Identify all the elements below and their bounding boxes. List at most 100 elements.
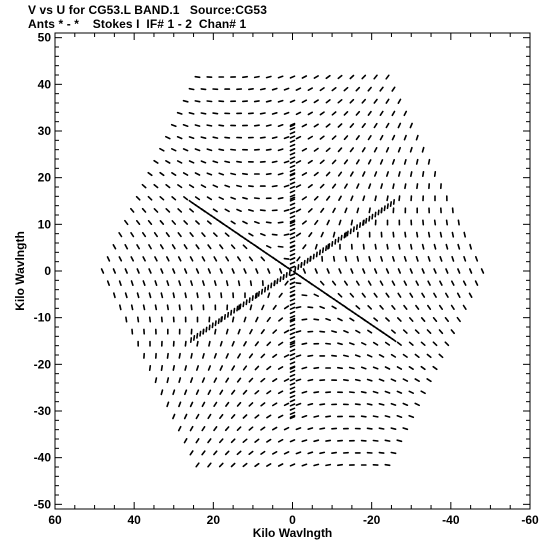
uv-point [224, 426, 230, 432]
uv-point [390, 378, 397, 382]
uv-point [112, 268, 116, 274]
uv-point [403, 255, 407, 262]
uv-point [408, 414, 415, 419]
uv-point [403, 280, 408, 286]
x-tick-label: 0 [289, 513, 296, 527]
uv-point [159, 171, 165, 177]
uv-point [328, 243, 331, 249]
uv-point [295, 282, 302, 285]
uv-point [266, 316, 271, 323]
uv-point [309, 255, 312, 262]
uv-point [344, 207, 348, 214]
uv-point [289, 257, 296, 261]
uv-point [142, 256, 146, 262]
uv-point [289, 298, 296, 302]
uv-point [289, 390, 296, 395]
uv-point [421, 171, 425, 177]
uv-point [147, 195, 153, 201]
uv-point [332, 255, 336, 262]
uv-point [313, 293, 320, 298]
uv-point [194, 196, 201, 201]
uv-point [172, 364, 175, 371]
uv-point [474, 280, 479, 286]
uv-point [195, 413, 200, 420]
uv-point [289, 248, 296, 253]
uv-point [301, 147, 308, 152]
uv-point [350, 219, 354, 226]
uv-point [295, 160, 302, 164]
uv-point [242, 414, 248, 419]
uv-point [171, 220, 176, 225]
uv-point [273, 280, 276, 287]
uv-point [265, 124, 272, 127]
uv-point [165, 160, 171, 164]
uv-point [218, 172, 225, 176]
uv-point [463, 255, 467, 262]
uv-point [457, 243, 461, 250]
uv-point [402, 329, 408, 334]
uv-point [178, 401, 182, 408]
uv-point [271, 450, 278, 455]
uv-point [217, 318, 220, 325]
uv-point [254, 389, 260, 395]
uv-point [218, 124, 225, 127]
uv-point [325, 171, 331, 177]
uv-point [289, 327, 296, 332]
uv-point [438, 304, 444, 311]
uv-point [354, 378, 361, 382]
uv-point [378, 451, 385, 454]
uv-point [218, 196, 224, 200]
uv-point [367, 135, 372, 141]
uv-point [336, 366, 344, 370]
uv-point [289, 373, 296, 378]
uv-point [360, 366, 367, 370]
uv-point [313, 366, 320, 370]
uv-point [289, 160, 296, 164]
uv-point [289, 152, 296, 156]
uv-point [340, 234, 343, 241]
uv-point [356, 255, 360, 262]
uv-point [358, 222, 362, 228]
uv-point [349, 98, 355, 104]
uv-point [360, 341, 367, 346]
uv-point [200, 184, 207, 188]
uv-point [421, 146, 425, 153]
uv-point [189, 401, 194, 408]
uv-point [380, 255, 384, 262]
axis-ticks: 60 40 20 0 -20 -40 -60 50 40 30 20 10 0 -10 -20 -30 -40 -… [34, 31, 539, 527]
uv-point [283, 451, 290, 455]
uv-point [137, 316, 140, 323]
uv-point [272, 353, 278, 359]
uv-point [289, 215, 296, 219]
uv-point [409, 292, 414, 298]
uv-point [265, 172, 272, 176]
uv-point [289, 206, 296, 211]
uv-point [266, 463, 272, 467]
uv-point [283, 329, 290, 334]
uv-point [373, 268, 378, 274]
uv-point [219, 268, 223, 274]
uv-point [166, 280, 170, 287]
uv-point [172, 268, 176, 274]
x-tick-label: 60 [48, 513, 62, 527]
uv-point [271, 426, 278, 431]
uv-point [319, 87, 325, 92]
uv-point [307, 135, 314, 140]
uv-point [366, 427, 373, 430]
uv-point [188, 136, 195, 140]
y-tick-label: -40 [34, 451, 52, 465]
uv-point [265, 99, 272, 103]
uv-point [189, 232, 194, 238]
uv-point [124, 268, 128, 274]
uv-point [255, 268, 259, 274]
uv-point [277, 172, 284, 176]
uv-point [200, 112, 207, 115]
uv-point [355, 280, 360, 286]
uv-point [295, 330, 302, 334]
uv-point [313, 463, 320, 467]
uv-point [289, 181, 296, 185]
uv-point [261, 304, 265, 311]
uv-point [289, 219, 296, 223]
uv-point [289, 399, 296, 403]
